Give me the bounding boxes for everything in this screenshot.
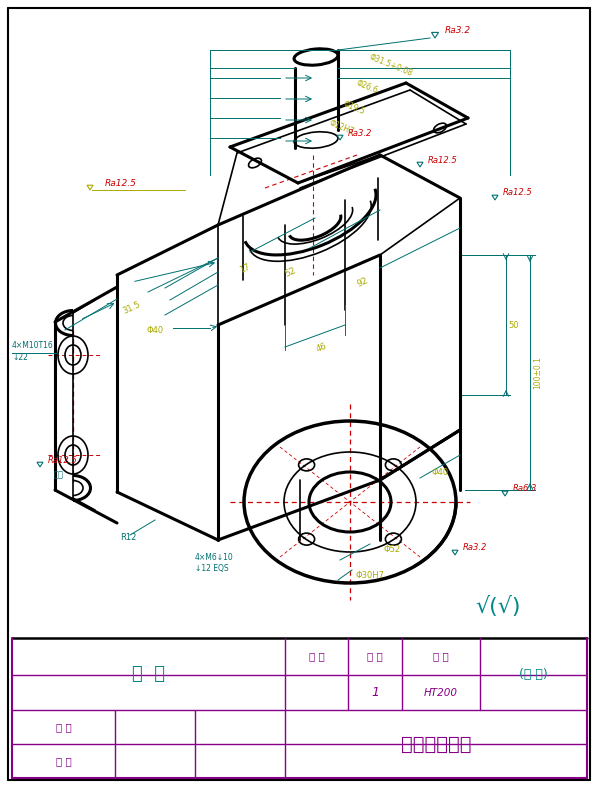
Text: ↓22: ↓22	[12, 352, 28, 362]
Text: Ra3.2: Ra3.2	[348, 128, 373, 137]
Text: 4×M10T16: 4×M10T16	[12, 340, 54, 350]
Text: Φ26.6: Φ26.6	[355, 79, 379, 95]
Text: 1: 1	[371, 686, 379, 699]
Text: 17: 17	[238, 262, 252, 274]
Text: 4×M6↓10: 4×M6↓10	[195, 553, 234, 563]
Text: Ra3.2: Ra3.2	[445, 25, 471, 35]
Text: Φ12H7: Φ12H7	[328, 119, 355, 137]
Text: 两端: 两端	[54, 470, 64, 480]
Text: √(√): √(√)	[475, 597, 521, 618]
Text: Ra3.2: Ra3.2	[463, 542, 488, 552]
Text: (图 号): (图 号)	[519, 667, 548, 681]
Text: Φ31.5+0.08: Φ31.5+0.08	[368, 52, 414, 78]
Text: Φ30H7: Φ30H7	[355, 571, 385, 579]
Text: Φ52: Φ52	[383, 545, 401, 555]
Text: Φ19.5: Φ19.5	[342, 99, 367, 117]
Text: 50: 50	[509, 321, 519, 329]
Text: R12: R12	[120, 533, 137, 542]
Ellipse shape	[294, 49, 338, 65]
Text: 材 料: 材 料	[433, 652, 449, 661]
Text: Ra6.3: Ra6.3	[513, 484, 537, 492]
Text: 华中科技大学: 华中科技大学	[401, 734, 471, 753]
Text: 数 量: 数 量	[367, 652, 383, 661]
Text: HT200: HT200	[424, 687, 458, 697]
Text: Φ40: Φ40	[431, 467, 449, 477]
Text: Ra12.5: Ra12.5	[48, 455, 78, 464]
Text: 31.5: 31.5	[122, 300, 143, 316]
Text: 校 核: 校 核	[56, 756, 71, 766]
Text: Ra12.5: Ra12.5	[428, 155, 458, 165]
Text: 比 例: 比 例	[308, 652, 325, 661]
Text: Φ40: Φ40	[146, 325, 164, 334]
Text: Ra12.5: Ra12.5	[503, 188, 533, 196]
Text: Ra12.5: Ra12.5	[105, 179, 137, 188]
Text: ↓12 EQS: ↓12 EQS	[195, 563, 229, 573]
Text: 100±0.1: 100±0.1	[534, 356, 543, 389]
Text: 阀  体: 阀 体	[132, 665, 165, 683]
Text: 制 图: 制 图	[56, 722, 71, 732]
Text: 92: 92	[355, 276, 369, 288]
Text: 46: 46	[316, 342, 329, 354]
Text: 52: 52	[283, 266, 297, 278]
